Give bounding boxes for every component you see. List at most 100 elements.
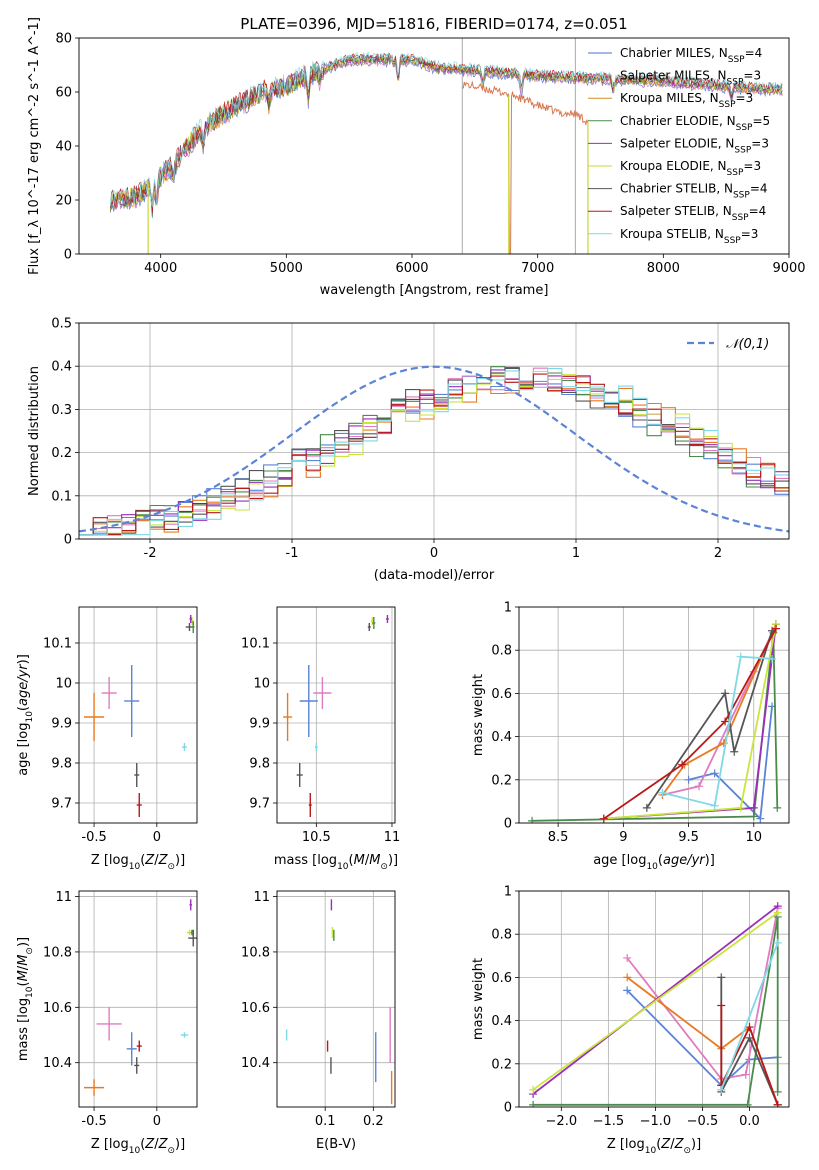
axes-frame: [78, 606, 198, 824]
plot-area: [529, 902, 782, 1107]
y-tick-label: 9.7: [51, 797, 72, 812]
mass-weight-marker: [756, 814, 765, 823]
mass-weight-marker: [749, 812, 758, 821]
mass-weight-marker: [773, 803, 782, 812]
y-tick-label: 0.4: [51, 360, 72, 375]
data-point: [283, 693, 293, 741]
x-axis-label: E(B-V): [316, 1137, 356, 1152]
y-tick-label: 9.9: [51, 717, 72, 732]
plot-area: [79, 365, 789, 536]
mass-weight-marker: [773, 1087, 782, 1096]
axes-frame: [276, 606, 396, 824]
x-tick-label: 0: [430, 546, 438, 561]
x-tick-label: −1.5: [593, 1114, 625, 1129]
mass-weight-marker: [710, 801, 719, 810]
mass-weight-marker: [745, 1033, 754, 1042]
data-point: [180, 1032, 189, 1038]
y-tick-label: 0.4: [491, 1014, 512, 1029]
x-tick-label: 4000: [144, 261, 177, 276]
x-tick-label: 9: [619, 830, 627, 845]
y-tick-label: 0: [64, 248, 72, 263]
y-tick-label: 40: [55, 140, 72, 155]
x-axis-label: mass [log10(M/M⊙)]: [274, 853, 398, 872]
legend-label: Kroupa ELODIE, NSSP=3: [620, 159, 761, 178]
data-point: [191, 621, 195, 633]
y-tick-label: 10.4: [241, 1056, 270, 1071]
mass-weight-marker: [736, 803, 745, 812]
y-tick-label: 10: [253, 677, 270, 692]
mass-weight-marker: [741, 1070, 750, 1079]
legend-label: Chabrier ELODIE, NSSP=5: [620, 114, 770, 133]
metallicity-mass-scatter: -0.5 0 10.4 10.6 10.8 11 mass [log10(M/M⊙)] Z […: [16, 890, 198, 1156]
mass-weight-marker: [710, 769, 719, 778]
x-tick-label: 6000: [395, 261, 428, 276]
mass-weight-line: [533, 916, 779, 1106]
metallicity-age-scatter: -0.5 0 9.7 9.8 9.9 10 10.1 age [log10(age/yr)] Z…: [16, 606, 198, 872]
x-tick-label: 0: [153, 830, 161, 845]
y-tick-label: 0.6: [491, 971, 512, 986]
y-tick-label: 0.8: [491, 928, 512, 943]
y-tick-label: 0.6: [491, 687, 512, 702]
x-tick-label: 7000: [521, 261, 554, 276]
mass-weight-marker: [736, 652, 745, 661]
data-point: [314, 743, 318, 751]
data-point: [296, 763, 303, 787]
mass-age-scatter: 10.5 11 9.7 9.8 9.9 10 10.1 mass [log10(M/M⊙)]: [241, 606, 401, 872]
x-tick-label: 8.5: [548, 830, 569, 845]
metallicity-mass-weight-chart: −2.0 −1.5 −1.0 −0.5 0.0 0 0.2 0.4 0.6 0.8 1 mass we…: [471, 885, 790, 1156]
legend-label: Chabrier MILES, NSSP=4: [620, 46, 762, 65]
spectrum-chart: PLATE=0396, MJD=51816, FIBERID=0174, z=0…: [27, 15, 806, 298]
data-point: [124, 665, 140, 737]
legend-label: 𝒩(0,1): [726, 337, 769, 352]
age-mass-weight-chart: 8.5 9 9.5 10 0 0.2 0.4 0.6 0.8 1 mass weight age [l…: [471, 601, 790, 872]
y-tick-label: 0.8: [491, 644, 512, 659]
data-spectrum-line: [462, 80, 589, 254]
legend-label: Kroupa MILES, NSSP=3: [620, 91, 753, 110]
data-point: [136, 1040, 142, 1052]
mass-weight-marker: [528, 816, 537, 823]
mass-weight-marker: [623, 953, 632, 962]
y-axis-label: age [log10(age/yr)]: [16, 654, 35, 776]
residual-histogram-step: [79, 373, 789, 536]
x-axis-label: (data-model)/error: [374, 568, 495, 583]
x-tick-label: −0.5: [687, 1114, 719, 1129]
y-tick-label: 0: [64, 533, 72, 548]
mass-weight-marker: [771, 624, 780, 633]
axes-frame: [518, 890, 790, 1108]
y-tick-label: 10: [55, 677, 72, 692]
mass-weight-marker: [743, 1100, 752, 1107]
x-tick-label: -2: [144, 546, 157, 561]
ebv-mass-scatter: 0.1 0.2 10.4 10.6 10.8 11 E(B-V): [241, 890, 396, 1152]
y-tick-label: 10.6: [241, 1001, 270, 1016]
y-tick-label: 9.9: [249, 717, 270, 732]
mass-weight-marker: [599, 814, 608, 823]
y-tick-label: 0.4: [491, 730, 512, 745]
data-point: [367, 623, 371, 631]
y-tick-label: 0.2: [491, 1057, 512, 1072]
mass-weight-marker: [745, 1023, 754, 1032]
y-axis-label: mass weight: [471, 674, 486, 756]
y-tick-label: 0.2: [51, 446, 72, 461]
x-tick-label: 8000: [647, 261, 680, 276]
mass-weight-marker: [749, 803, 758, 812]
y-tick-label: 9.8: [51, 757, 72, 772]
x-tick-label: 0: [153, 1114, 161, 1129]
mass-weight-marker: [529, 1100, 538, 1107]
mass-weight-line: [603, 624, 777, 820]
y-tick-label: 9.7: [249, 797, 270, 812]
mass-weight-marker: [623, 986, 632, 995]
axes-frame: [78, 37, 790, 255]
data-point: [101, 677, 117, 709]
x-tick-label: 2: [714, 546, 722, 561]
mass-weight-marker: [717, 1001, 726, 1010]
x-tick-label: 1: [572, 546, 580, 561]
mass-weight-marker: [721, 689, 730, 698]
y-tick-label: 1: [504, 601, 512, 616]
y-tick-label: 10.8: [43, 945, 72, 960]
mass-weight-marker: [721, 717, 730, 726]
y-tick-label: 10.1: [43, 637, 72, 652]
x-tick-label: 11: [384, 830, 401, 845]
mass-weight-line: [603, 628, 777, 820]
legend-label: Chabrier STELIB, NSSP=4: [620, 182, 768, 201]
residual-histogram-chart: -2 -1 0 1 2 0 0.1 0.2 0.3 0.4 0.5 𝒩(0,1) Normed dist…: [27, 317, 790, 583]
